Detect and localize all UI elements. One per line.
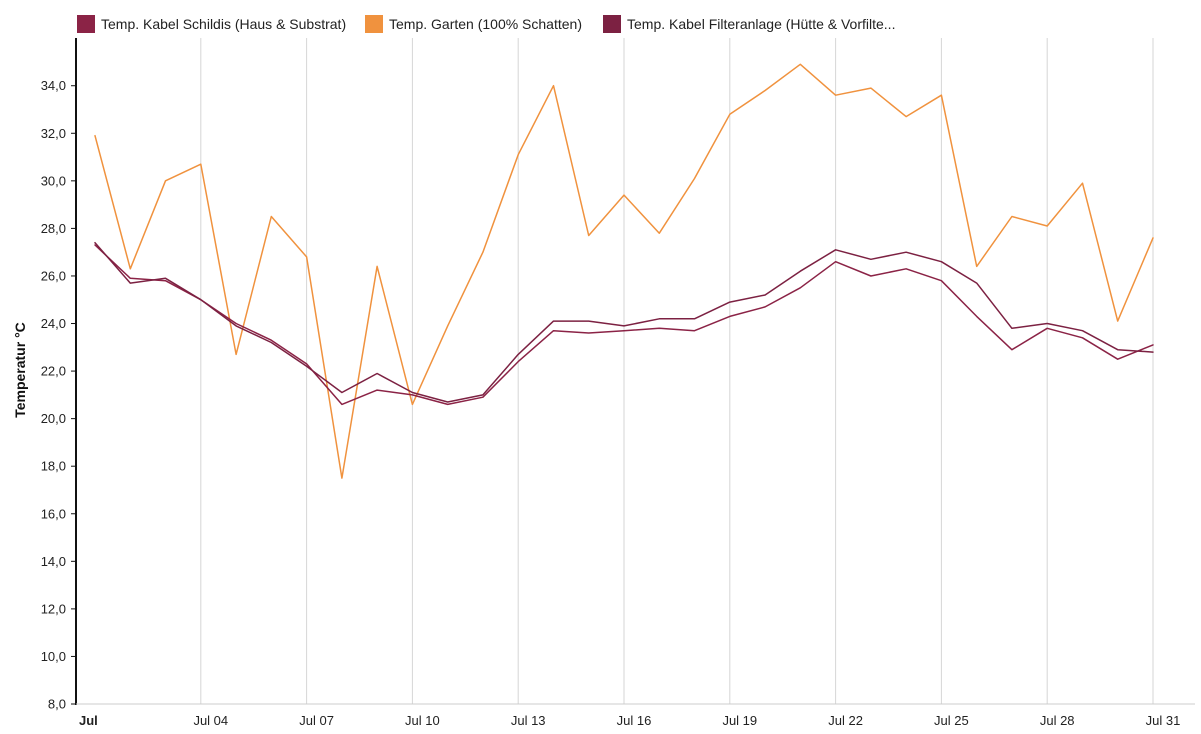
legend-label: Temp. Kabel Filteranlage (Hütte & Vorfil… [627,16,895,32]
x-tick-label: Jul 07 [299,713,334,728]
x-tick-label: Jul 16 [617,713,652,728]
y-tick-label: 12,0 [41,601,66,616]
x-tick-label: Jul 19 [722,713,757,728]
x-tick-label: Jul 25 [934,713,969,728]
x-axis-ticks: Jul Jul 04 Jul 07 Jul 10 Jul 13 Jul 16 Jul 19 J… [79,713,1180,728]
y-axis-ticks: 8,0 10,0 12,0 14,0 16,0 18,0 20,0 22,0 24,0 26,0 2… [41,78,76,712]
x-tick-label: Jul 10 [405,713,440,728]
y-tick-label: 34,0 [41,78,66,93]
series-lines [94,63,1154,479]
y-tick-label: 26,0 [41,268,66,283]
y-axis-title: Temperatur °C [12,322,28,418]
legend-label: Temp. Garten (100% Schatten) [389,16,582,32]
y-tick-label: 14,0 [41,554,66,569]
legend-swatch [603,15,621,33]
x-tick-label: Jul 04 [193,713,228,728]
x-tick-label: Jul 31 [1146,713,1181,728]
legend-item-3[interactable]: Temp. Kabel Filteranlage (Hütte & Vorfil… [603,15,895,33]
series-line-3 [94,241,1154,403]
y-tick-label: 28,0 [41,221,66,236]
y-tick-label: 32,0 [41,126,66,141]
y-tick-label: 18,0 [41,459,66,474]
x-tick-label: Jul 28 [1040,713,1075,728]
vertical-gridlines [200,38,1154,704]
y-tick-label: 22,0 [41,364,66,379]
series-line-1 [94,244,1154,406]
chart-axes [75,38,1195,705]
y-tick-label: 10,0 [41,649,66,664]
y-tick-label: 20,0 [41,411,66,426]
x-tick-label: Jul 22 [828,713,863,728]
legend-label: Temp. Kabel Schildis (Haus & Substrat) [101,16,346,32]
y-tick-label: 16,0 [41,506,66,521]
legend-swatch [77,15,95,33]
legend-item-1[interactable]: Temp. Kabel Schildis (Haus & Substrat) [77,15,346,33]
legend-item-2[interactable]: Temp. Garten (100% Schatten) [365,15,582,33]
legend-swatch [365,15,383,33]
x-tick-label: Jul 13 [511,713,546,728]
y-tick-label: 8,0 [48,697,66,712]
x-tick-label: Jul [79,713,98,728]
chart-legend: Temp. Kabel Schildis (Haus & Substrat) Te… [77,15,895,33]
y-tick-label: 24,0 [41,316,66,331]
y-tick-label: 30,0 [41,173,66,188]
series-line-2 [94,63,1154,479]
